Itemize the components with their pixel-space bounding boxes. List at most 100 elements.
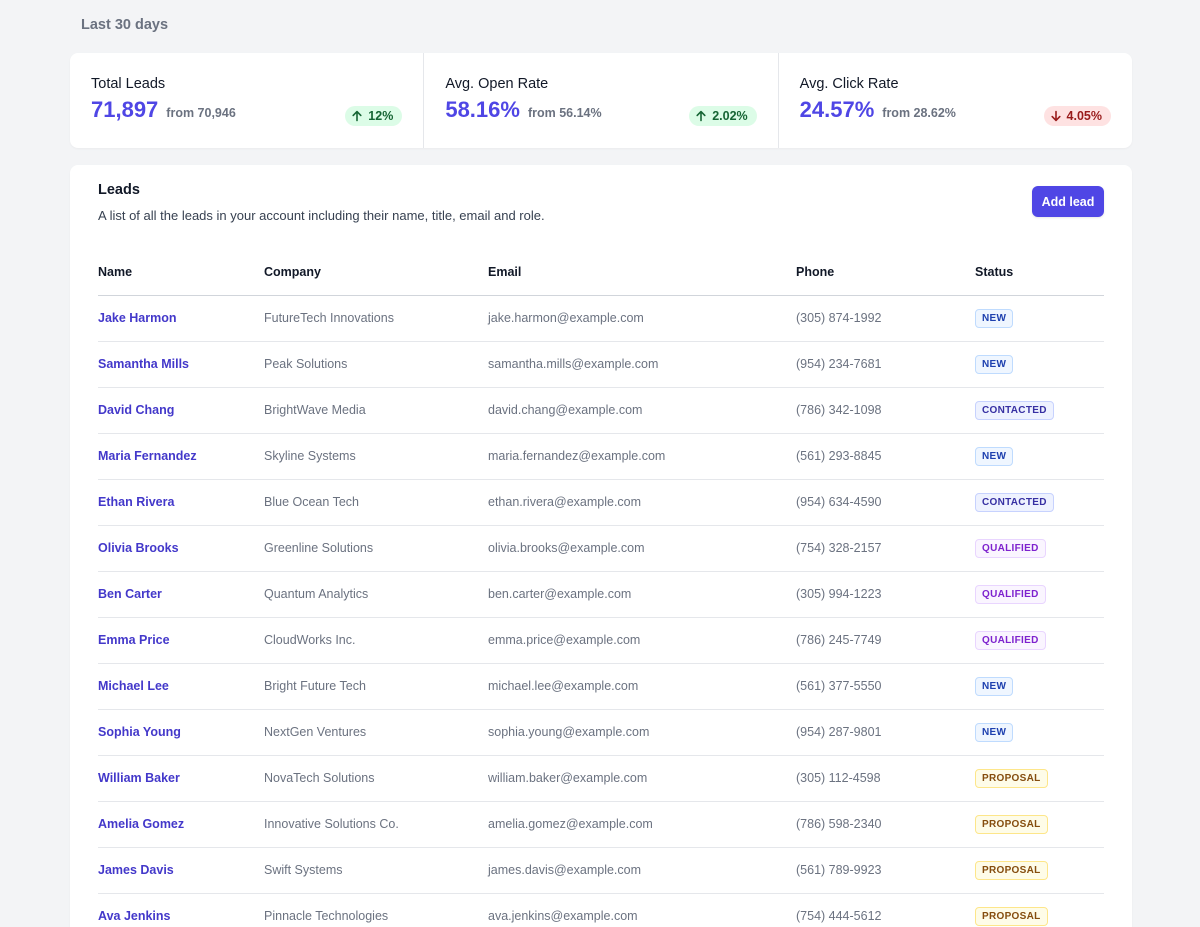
- lead-name-link[interactable]: Ben Carter: [98, 571, 264, 618]
- lead-status-cell: NEW: [975, 709, 1104, 756]
- lead-phone: (305) 994-1223: [796, 571, 975, 618]
- lead-name-link[interactable]: Ethan Rivera: [98, 479, 264, 526]
- lead-status-cell: PROPOSAL: [975, 755, 1104, 802]
- lead-company: Skyline Systems: [264, 433, 488, 480]
- lead-phone: (954) 634-4590: [796, 479, 975, 526]
- lead-phone: (954) 287-9801: [796, 709, 975, 756]
- lead-email: sophia.young@example.com: [488, 709, 796, 756]
- lead-phone: (786) 342-1098: [796, 387, 975, 434]
- lead-status-cell: PROPOSAL: [975, 801, 1104, 848]
- lead-status-cell: CONTACTED: [975, 387, 1104, 434]
- stat-previous: from 56.14%: [527, 106, 602, 120]
- column-header-email: Email: [488, 250, 796, 296]
- lead-company: NovaTech Solutions: [264, 755, 488, 802]
- stat-change-value: 12%: [368, 109, 394, 123]
- period-label: Last 30 days: [81, 17, 169, 33]
- table-row: Ben Carter Quantum Analytics ben.carter@ex…: [98, 571, 1104, 618]
- lead-company: CloudWorks Inc.: [264, 617, 488, 664]
- lead-name-link[interactable]: Michael Lee: [98, 663, 264, 710]
- status-badge: PROPOSAL: [975, 906, 1048, 926]
- leads-card: Leads A list of all the leads in your ac…: [70, 165, 1132, 927]
- lead-company: BrightWave Media: [264, 387, 488, 434]
- lead-company: Blue Ocean Tech: [264, 479, 488, 526]
- leads-title: Leads: [98, 182, 140, 198]
- arrow-down-icon: [1050, 110, 1061, 122]
- table-row: Emma Price CloudWorks Inc. emma.price@exam…: [98, 617, 1104, 664]
- stat-value: 58.16%: [445, 97, 520, 122]
- stat-previous: from 28.62%: [882, 106, 956, 120]
- lead-email: ben.carter@example.com: [488, 571, 796, 618]
- lead-name-link[interactable]: Jake Harmon: [98, 295, 264, 342]
- lead-phone: (954) 234-7681: [796, 341, 975, 388]
- lead-name-link[interactable]: David Chang: [98, 387, 264, 434]
- column-header-company: Company: [264, 250, 488, 296]
- table-row: Olivia Brooks Greenline Solutions olivia.b…: [98, 525, 1104, 572]
- table-header-row: Name Company Email Phone Status: [98, 250, 1104, 296]
- lead-email: emma.price@example.com: [488, 617, 796, 664]
- lead-status-cell: NEW: [975, 433, 1104, 480]
- lead-status-cell: QUALIFIED: [975, 617, 1104, 664]
- lead-company: Innovative Solutions Co.: [264, 801, 488, 848]
- lead-phone: (305) 112-4598: [796, 755, 975, 802]
- stat-label: Avg. Click Rate: [799, 76, 899, 92]
- lead-phone: (786) 245-7749: [796, 617, 975, 664]
- lead-status-cell: PROPOSAL: [975, 847, 1104, 894]
- status-badge: PROPOSAL: [975, 860, 1048, 880]
- table-row: David Chang BrightWave Media david.chang@e…: [98, 387, 1104, 434]
- leads-table: Name Company Email Phone Status Jake Har…: [98, 250, 1104, 927]
- status-badge: QUALIFIED: [975, 630, 1046, 650]
- lead-phone: (305) 874-1992: [796, 295, 975, 342]
- lead-name-link[interactable]: James Davis: [98, 847, 264, 894]
- lead-email: olivia.brooks@example.com: [488, 525, 796, 572]
- status-badge: NEW: [975, 722, 1014, 742]
- lead-name-link[interactable]: Olivia Brooks: [98, 525, 264, 572]
- column-header-name: Name: [98, 250, 264, 296]
- lead-name-link[interactable]: William Baker: [98, 755, 264, 802]
- stats-panel: Total Leads 71,897 from 70,946 12% Avg. …: [70, 53, 1132, 148]
- lead-name-link[interactable]: Samantha Mills: [98, 341, 264, 388]
- lead-status-cell: QUALIFIED: [975, 525, 1104, 572]
- lead-status-cell: PROPOSAL: [975, 893, 1104, 927]
- lead-status-cell: NEW: [975, 341, 1104, 388]
- lead-name-link[interactable]: Amelia Gomez: [98, 801, 264, 848]
- stat-click-rate: Avg. Click Rate 24.57% from 28.62% 4.05%: [777, 53, 1132, 148]
- table-row: William Baker NovaTech Solutions william.b…: [98, 755, 1104, 802]
- lead-status-cell: NEW: [975, 295, 1104, 342]
- lead-email: maria.fernandez@example.com: [488, 433, 796, 480]
- lead-name-link[interactable]: Ava Jenkins: [98, 893, 264, 927]
- lead-company: Greenline Solutions: [264, 525, 488, 572]
- table-row: Samantha Mills Peak Solutions samantha.mil…: [98, 341, 1104, 388]
- stat-previous: from 70,946: [166, 106, 236, 120]
- stat-label: Total Leads: [91, 76, 166, 92]
- table-row: Michael Lee Bright Future Tech michael.lee…: [98, 663, 1104, 710]
- lead-company: Quantum Analytics: [264, 571, 488, 618]
- lead-email: samantha.mills@example.com: [488, 341, 796, 388]
- lead-email: amelia.gomez@example.com: [488, 801, 796, 848]
- lead-phone: (754) 328-2157: [796, 525, 975, 572]
- table-row: Jake Harmon FutureTech Innovations jake.ha…: [98, 295, 1104, 342]
- status-badge: CONTACTED: [975, 492, 1054, 512]
- add-lead-button[interactable]: Add lead: [1032, 186, 1104, 217]
- column-header-phone: Phone: [796, 250, 975, 296]
- lead-company: NextGen Ventures: [264, 709, 488, 756]
- lead-company: Swift Systems: [264, 847, 488, 894]
- status-badge: NEW: [975, 676, 1014, 696]
- stat-value: 71,897: [91, 97, 159, 122]
- lead-email: ava.jenkins@example.com: [488, 893, 796, 927]
- lead-name-link[interactable]: Maria Fernandez: [98, 433, 264, 480]
- stat-open-rate: Avg. Open Rate 58.16% from 56.14% 2.02%: [423, 53, 777, 148]
- leads-description: A list of all the leads in your account …: [98, 208, 545, 223]
- lead-name-link[interactable]: Emma Price: [98, 617, 264, 664]
- lead-email: william.baker@example.com: [488, 755, 796, 802]
- status-badge: NEW: [975, 354, 1014, 374]
- stat-change-value: 4.05%: [1066, 109, 1102, 123]
- lead-status-cell: NEW: [975, 663, 1104, 710]
- lead-company: Bright Future Tech: [264, 663, 488, 710]
- lead-email: james.davis@example.com: [488, 847, 796, 894]
- lead-name-link[interactable]: Sophia Young: [98, 709, 264, 756]
- arrow-up-icon: [696, 110, 706, 122]
- stat-change-badge: 12%: [345, 106, 403, 126]
- status-badge: NEW: [975, 308, 1014, 328]
- lead-status-cell: CONTACTED: [975, 479, 1104, 526]
- status-badge: QUALIFIED: [975, 584, 1046, 604]
